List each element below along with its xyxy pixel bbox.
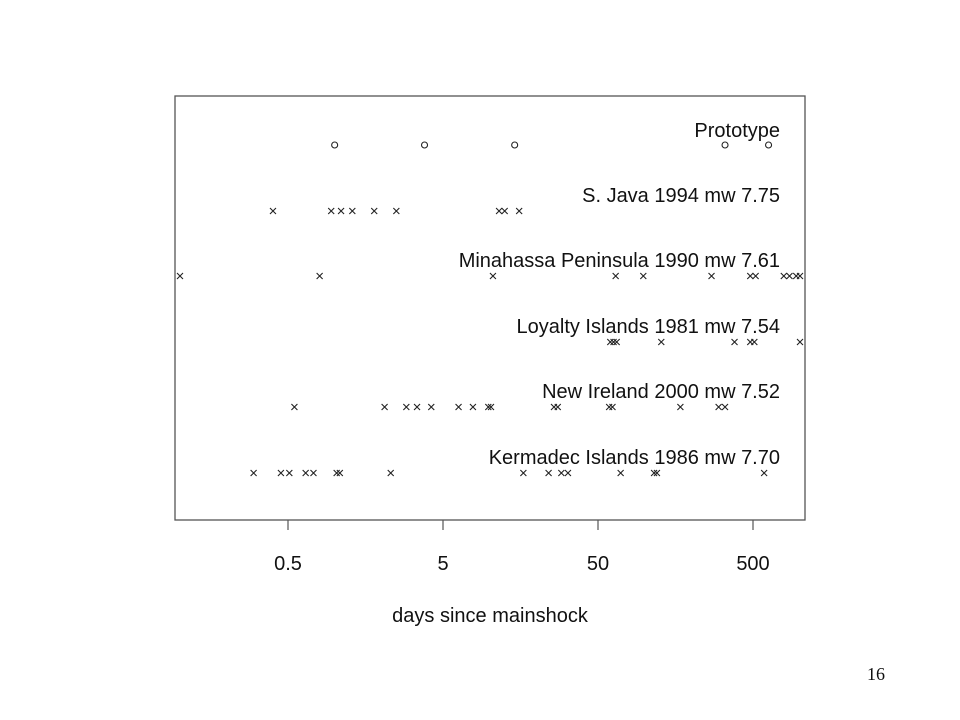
point-5-11 [564, 469, 572, 477]
point-0-3 [721, 141, 729, 149]
point-5-15 [760, 469, 768, 477]
point-4-0 [291, 403, 298, 411]
point-5-2 [285, 469, 293, 477]
point-2-7 [752, 272, 760, 280]
point-5-14 [653, 469, 661, 477]
point-2-4 [639, 272, 647, 280]
plot-frame [174, 95, 806, 521]
x-axis: 0.5 5 50 500 [274, 520, 770, 575]
x-tick-label-2: 50 [587, 553, 609, 575]
point-4-2 [402, 403, 410, 411]
x-tick-label-0: 0.5 [274, 553, 302, 575]
point-4-12 [609, 403, 616, 411]
point-1-0 [269, 207, 277, 215]
point-2-0 [176, 272, 184, 280]
point-1-5 [392, 207, 400, 215]
series-4: New Ireland 2000 mw 7.52 [291, 381, 780, 411]
series-label-5: Kermadec Islands 1986 mw 7.70 [489, 447, 780, 469]
point-4-13 [676, 403, 684, 411]
point-2-6 [746, 272, 754, 280]
point-3-0 [606, 338, 614, 346]
point-5-8 [519, 469, 527, 477]
point-0-4 [765, 141, 773, 149]
series-1: S. Java 1994 mw 7.75 [269, 185, 780, 215]
series-0: Prototype [331, 120, 780, 149]
series-3: Loyalty Islands 1981 mw 7.54 [517, 316, 804, 346]
point-4-10 [554, 403, 562, 411]
point-4-5 [455, 403, 462, 411]
x-tick-label-3: 500 [736, 553, 769, 575]
point-1-4 [370, 207, 378, 215]
series-label-0: Prototype [694, 120, 780, 142]
point-2-1 [316, 272, 324, 280]
point-5-3 [302, 469, 310, 477]
point-5-6 [336, 469, 344, 477]
point-5-9 [545, 469, 552, 477]
x-axis-label: days since mainshock [392, 605, 589, 627]
point-5-12 [617, 469, 625, 477]
series-label-4: New Ireland 2000 mw 7.52 [542, 381, 780, 403]
point-4-11 [605, 403, 613, 411]
series-5: Kermadec Islands 1986 mw 7.70 [250, 447, 780, 477]
point-1-7 [501, 207, 509, 215]
series-label-1: S. Java 1994 mw 7.75 [582, 185, 780, 207]
point-5-13 [650, 469, 658, 477]
series-2: Minahassa Peninsula 1990 mw 7.61 [176, 250, 804, 280]
point-1-2 [337, 207, 345, 215]
point-3-2 [613, 338, 621, 346]
point-4-15 [721, 403, 729, 411]
point-0-2 [511, 141, 519, 149]
point-4-6 [469, 403, 477, 411]
series-label-2: Minahassa Peninsula 1990 mw 7.61 [459, 250, 780, 272]
point-4-3 [413, 403, 421, 411]
point-3-7 [796, 338, 804, 346]
point-4-7 [484, 403, 492, 411]
point-5-1 [277, 469, 285, 477]
point-0-1 [420, 141, 429, 149]
page-number: 16 [867, 664, 885, 684]
point-3-1 [610, 338, 617, 346]
point-1-8 [515, 207, 523, 215]
point-3-6 [750, 338, 758, 346]
point-4-14 [715, 403, 723, 411]
point-3-3 [657, 338, 665, 346]
point-5-4 [310, 469, 317, 477]
point-2-3 [612, 272, 620, 280]
series-rows: Prototype S. Java 1994 mw 7.75 Minahassa P… [176, 120, 804, 477]
point-5-5 [333, 469, 341, 477]
point-2-5 [708, 272, 715, 280]
x-tick-label-1: 5 [437, 553, 448, 575]
point-1-3 [348, 207, 356, 215]
point-5-0 [250, 469, 258, 477]
point-0-0 [331, 141, 339, 149]
point-1-1 [327, 207, 335, 215]
point-1-6 [495, 207, 503, 215]
point-4-8 [487, 403, 495, 411]
point-2-8 [780, 272, 788, 280]
point-5-10 [557, 469, 565, 477]
point-4-1 [381, 403, 388, 411]
point-2-9 [786, 272, 793, 280]
point-3-4 [731, 338, 738, 346]
point-5-7 [387, 469, 395, 477]
series-label-3: Loyalty Islands 1981 mw 7.54 [517, 316, 781, 338]
point-2-11 [796, 272, 804, 280]
point-2-2 [489, 272, 497, 280]
point-4-4 [427, 403, 435, 411]
